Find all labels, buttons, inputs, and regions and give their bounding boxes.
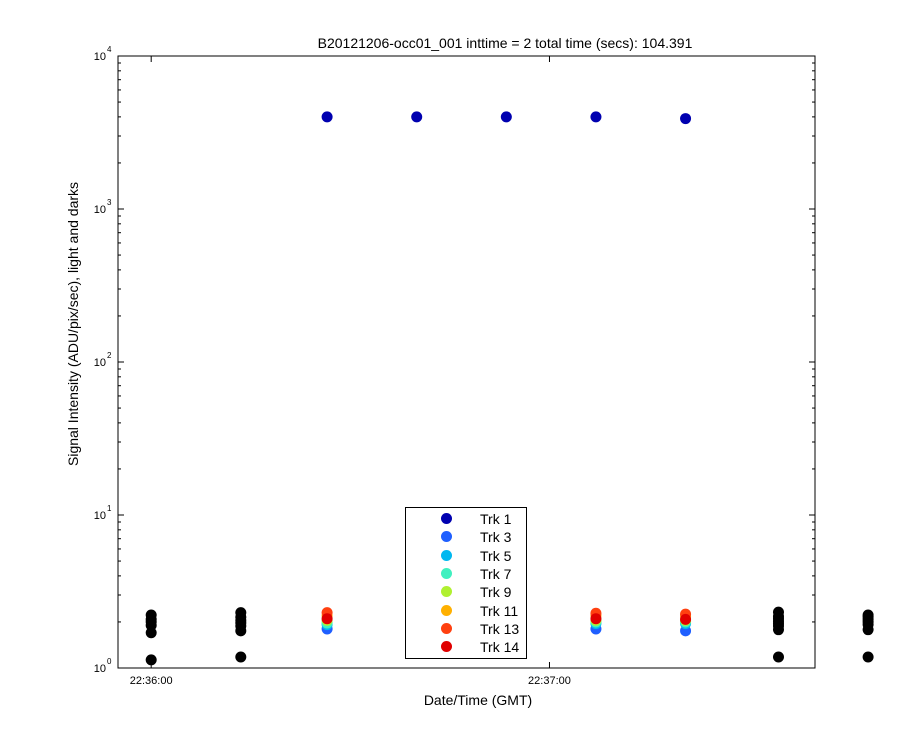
data-point [145,654,157,666]
legend-label: Trk 13 [480,620,520,637]
legend-marker [441,622,452,634]
y-axis-label: Signal Intensity (ADU/pix/sec), light an… [65,182,81,466]
data-point [590,613,602,625]
series-0 [321,111,692,125]
data-point [772,606,784,618]
data-point [145,609,157,621]
y-tick-label-base: 10 [94,51,106,63]
data-point [590,111,602,123]
legend-marker [441,641,452,653]
legend-label: Trk 5 [480,547,512,564]
x-tick-label: 22:37:00 [528,675,571,687]
legend-marker [441,567,452,579]
legend-label: Trk 9 [480,584,512,601]
y-tick-label-exponent: 3 [107,198,112,207]
legend-marker [441,586,452,598]
legend-entry: Trk 11 [406,602,526,620]
legend-marker [441,549,452,561]
data-point [862,609,874,621]
legend-entry: Trk 1 [406,510,526,528]
data-point [235,651,247,663]
legend-label: Trk 7 [480,565,512,582]
legend-label: Trk 3 [480,529,512,546]
data-point [500,111,512,123]
data-point [321,111,333,123]
y-tick-label-base: 10 [94,357,106,369]
data-point [321,613,333,625]
legend-label: Trk 14 [480,639,520,656]
data-point [411,111,423,123]
y-tick-label-base: 10 [94,510,106,522]
legend-entry: Trk 3 [406,528,526,546]
legend: Trk 1 Trk 3 Trk 5 Trk 7 Trk 9 Trk 11 Trk 13 Trk… [405,507,527,659]
data-point [772,651,784,663]
legend-marker [441,531,452,543]
y-tick-label-exponent: 4 [107,45,112,54]
y-tick-label-base: 10 [94,204,106,216]
y-tick-label-base: 10 [94,663,106,675]
legend-label: Trk 1 [480,511,512,527]
data-point [235,607,247,619]
legend-entry: Trk 9 [406,583,526,601]
legend-label: Trk 11 [480,602,519,619]
y-tick-label-exponent: 1 [107,504,112,513]
data-point [680,113,692,125]
series-8 [145,606,874,666]
chart-title: B20121206-occ01_001 inttime = 2 total ti… [318,35,693,51]
x-tick-label: 22:36:00 [130,675,173,687]
legend-marker [441,604,452,616]
y-tick-label-exponent: 0 [107,657,112,666]
y-tick-label-exponent: 2 [107,351,112,360]
legend-entry: Trk 13 [406,620,526,638]
legend-marker [441,513,452,524]
legend-entry: Trk 5 [406,547,526,565]
legend-entry: Trk 7 [406,565,526,583]
data-point [680,613,692,625]
x-axis-label: Date/Time (GMT) [424,692,532,708]
legend-entry: Trk 14 [406,638,526,656]
data-point [862,651,874,663]
